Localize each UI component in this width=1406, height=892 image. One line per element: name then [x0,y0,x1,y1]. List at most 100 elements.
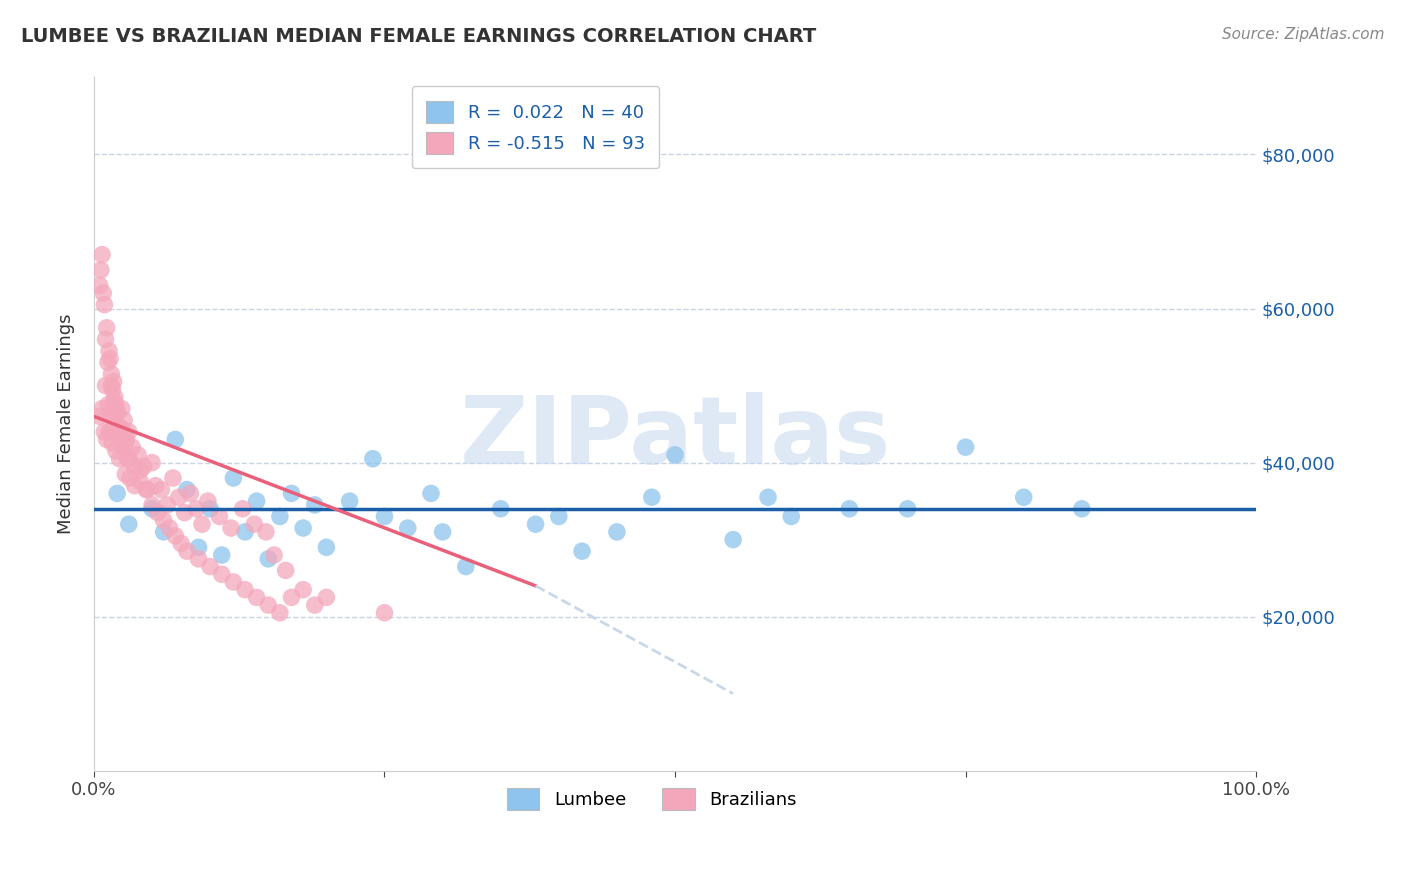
Point [292,582,315,597]
Legend: Lumbee, Brazilians: Lumbee, Brazilians [492,773,811,824]
Point [1070,501,1092,516]
Point [292,521,315,535]
Point [118,471,141,485]
Point [101,383,124,397]
Point [93,298,115,312]
Point [159,521,181,535]
Point [756,490,779,504]
Point [339,494,361,508]
Point [98,343,121,358]
Point [103,394,125,409]
Point [571,544,593,558]
Point [208,509,231,524]
Point [91,247,114,261]
Point [114,436,136,450]
Point [132,459,155,474]
Point [104,413,127,427]
Point [97,398,120,412]
Point [104,390,127,404]
Point [254,524,277,539]
Point [105,444,128,458]
Text: ZIPatlas: ZIPatlas [460,392,891,484]
Point [101,436,124,450]
Point [274,563,297,577]
Point [93,425,115,439]
Point [186,501,208,516]
Point [152,513,174,527]
Point [179,486,201,500]
Point [89,409,111,424]
Point [111,428,134,442]
Point [173,506,195,520]
Point [117,451,139,466]
Point [606,524,628,539]
Point [150,483,173,497]
Point [233,524,256,539]
Point [165,529,187,543]
Point [257,552,280,566]
Point [91,401,114,416]
Point [118,451,141,466]
Point [838,501,860,516]
Point [547,509,569,524]
Point [114,467,136,482]
Point [103,375,125,389]
Point [524,517,547,532]
Point [269,509,291,524]
Point [176,544,198,558]
Point [105,405,128,419]
Point [454,559,477,574]
Point [664,448,686,462]
Point [124,459,146,474]
Point [432,524,454,539]
Point [641,490,664,504]
Point [315,591,337,605]
Point [112,413,135,427]
Point [269,606,291,620]
Point [110,421,132,435]
Point [146,506,169,520]
Point [361,451,384,466]
Point [97,355,120,369]
Point [187,541,209,555]
Point [187,552,209,566]
Point [165,433,187,447]
Point [162,471,184,485]
Point [396,521,419,535]
Point [222,574,245,589]
Point [167,490,190,504]
Point [141,501,163,516]
Point [129,463,152,477]
Point [105,486,128,500]
Point [124,478,146,492]
Point [129,475,152,489]
Point [156,498,179,512]
Point [115,433,138,447]
Point [98,351,121,366]
Point [108,421,131,435]
Point [222,471,245,485]
Point [90,263,112,277]
Point [191,517,214,532]
Point [304,598,326,612]
Point [145,478,167,492]
Point [136,483,159,497]
Y-axis label: Median Female Earnings: Median Female Earnings [58,314,75,534]
Point [246,494,269,508]
Point [100,425,122,439]
Point [98,405,121,419]
Point [780,509,803,524]
Point [111,401,134,416]
Point [489,501,512,516]
Point [243,517,266,532]
Point [100,367,122,381]
Point [121,440,143,454]
Point [955,440,977,454]
Point [107,428,129,442]
Point [91,286,114,301]
Point [373,509,395,524]
Point [111,440,134,454]
Point [420,486,443,500]
Point [98,425,121,439]
Point [232,501,254,516]
